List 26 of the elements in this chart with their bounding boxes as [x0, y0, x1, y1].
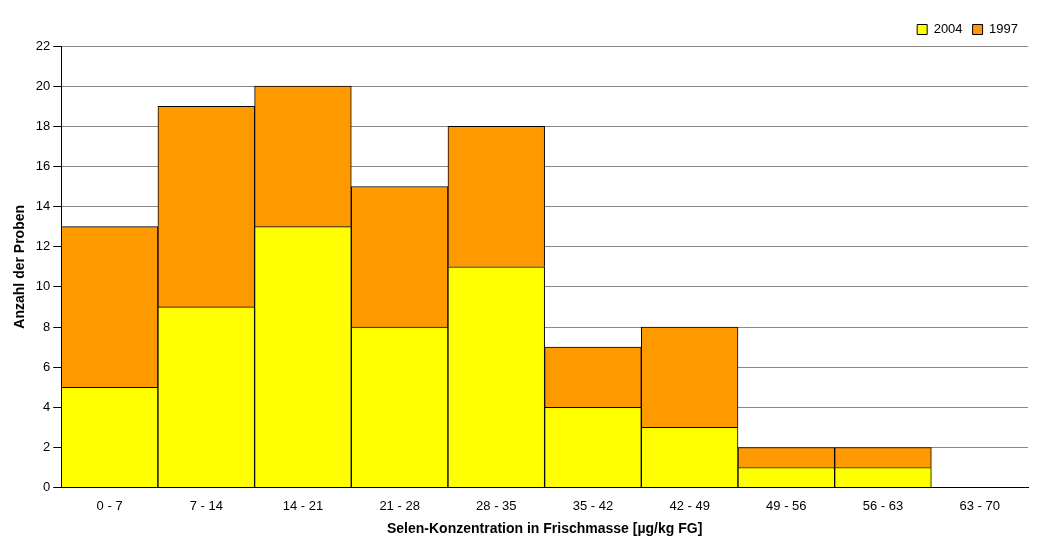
- y-tick-label: 12: [35, 238, 51, 254]
- x-tick-label: 63 - 70: [959, 497, 1000, 513]
- y-tick-label: 16: [35, 158, 51, 174]
- x-axis-title: Selen-Konzentration in Frischmasse [µg/kg FG]: [386, 520, 703, 537]
- x-tick-label: 21 - 28: [379, 497, 420, 513]
- y-tick-label: 22: [35, 37, 51, 53]
- x-tick-label: 35 - 42: [572, 497, 614, 513]
- y-tick-label: 4: [43, 398, 51, 414]
- y-tick-label: 8: [43, 318, 51, 334]
- legend-label: 2004: [933, 21, 963, 37]
- y-tick-label: 18: [35, 117, 51, 133]
- x-tick-label: 0 - 7: [96, 497, 123, 513]
- y-tick-label: 20: [35, 77, 51, 93]
- y-tick-label: 14: [35, 198, 51, 214]
- y-axis-title: Anzahl der Proben: [11, 204, 28, 329]
- x-tick-label: 7 - 14: [189, 497, 223, 513]
- x-tick-label: 14 - 21: [282, 497, 324, 513]
- x-tick-label: 28 - 35: [476, 497, 517, 513]
- legend-label: 1997: [989, 21, 1018, 37]
- y-tick-label: 6: [43, 358, 51, 374]
- x-tick-label: 49 - 56: [766, 497, 807, 513]
- x-tick-label: 56 - 63: [862, 497, 904, 513]
- x-tick-label: 42 - 49: [669, 497, 710, 513]
- y-tick-label: 0: [43, 479, 51, 495]
- y-tick-label: 2: [43, 439, 51, 455]
- y-tick-label: 10: [35, 278, 51, 294]
